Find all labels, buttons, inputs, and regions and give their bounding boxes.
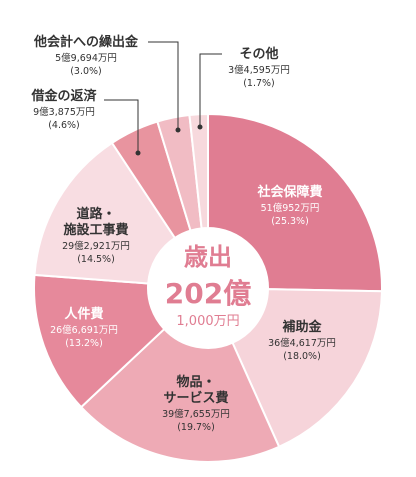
slice-amount: 5億9,694万円	[55, 52, 117, 64]
slice-name: 補助金	[281, 319, 322, 335]
slice-percent: (19.7%)	[177, 422, 215, 433]
slice-amount: 39億7,655万円	[162, 408, 230, 420]
slice-label: 道路・施設工事費 29億2,921万円 (14.5%)	[62, 206, 130, 265]
slice-label: 借金の返済 9億3,875万円 (4.6%)	[30, 88, 97, 131]
slice-amount: 29億2,921万円	[62, 240, 130, 252]
leader-lines	[104, 41, 222, 156]
leader-line	[104, 99, 139, 153]
slice-percent: (4.6%)	[48, 120, 80, 131]
center-sub: 1,000万円	[176, 314, 239, 329]
slice-amount: 26億6,691万円	[50, 324, 118, 336]
slice-label: 人件費 26億6,691万円 (13.2%)	[50, 306, 118, 349]
slice-percent: (13.2%)	[65, 338, 103, 349]
slice-amount: 51億952万円	[261, 202, 320, 214]
slice-percent: (25.3%)	[271, 216, 309, 227]
slice-label: 他会計への繰出金 5億9,694万円 (3.0%)	[33, 34, 139, 77]
pie-slice	[33, 141, 177, 285]
slice-percent: (14.5%)	[77, 254, 115, 265]
center-total: 202億	[165, 277, 251, 310]
leader-line	[199, 53, 222, 127]
slice-name: 社会保障費	[256, 184, 322, 200]
center-disc	[148, 228, 268, 348]
slice-labels: 社会保障費 51億952万円 (25.3%) 補助金 36億4,617万円 (18.0%)…	[30, 34, 335, 433]
slice-name: 人件費	[64, 306, 103, 322]
slice-label: 社会保障費 51億952万円 (25.3%)	[256, 184, 322, 227]
pie-slices	[33, 112, 383, 463]
leader-dot	[175, 127, 181, 133]
leader-dot	[197, 124, 203, 130]
slice-label: 物品・サービス費 39億7,655万円 (19.7%)	[162, 374, 230, 433]
slice-name: 物品・サービス費	[163, 374, 228, 406]
leader-line	[148, 41, 179, 130]
slice-name: 他会計への繰出金	[33, 34, 139, 50]
center-label: 歳出 202億 1,000万円	[148, 228, 268, 348]
center-title: 歳出	[184, 243, 232, 271]
slice-percent: (18.0%)	[283, 351, 321, 362]
slice-percent: (1.7%)	[243, 78, 275, 89]
slice-amount: 3億4,595万円	[228, 64, 290, 76]
slice-amount: 36億4,617万円	[268, 337, 336, 349]
slice-label: 補助金 36億4,617万円 (18.0%)	[268, 319, 336, 362]
slice-percent: (3.0%)	[70, 66, 102, 77]
slice-name: その他	[239, 46, 278, 62]
slice-label: その他 3億4,595万円 (1.7%)	[228, 46, 290, 89]
leader-dot	[135, 150, 141, 156]
slice-amount: 9億3,875万円	[33, 106, 95, 118]
slice-name: 借金の返済	[30, 88, 97, 104]
slice-name: 道路・施設工事費	[63, 206, 128, 238]
